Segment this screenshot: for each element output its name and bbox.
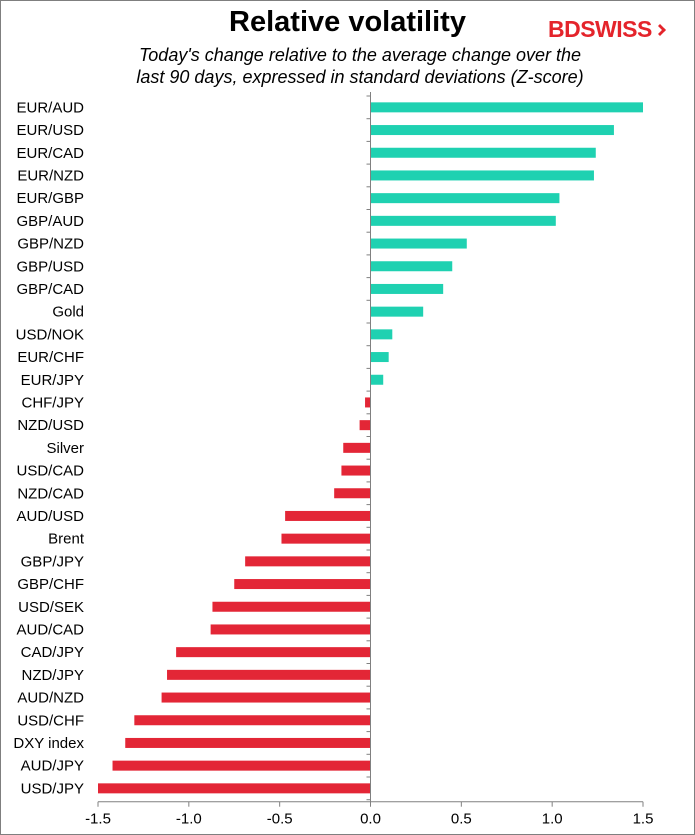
axis-group: -1.5 -1.0 -0.5 0.0 0.5 1.0 1.5 xyxy=(85,92,653,828)
chart-title: Relative volatility xyxy=(229,6,466,38)
category-label: EUR/CHF xyxy=(17,349,84,366)
bar-usd-jpy xyxy=(98,783,371,794)
bar-gbp-chf xyxy=(234,579,371,590)
brand-logo-text: BDSWISS xyxy=(548,16,652,42)
bar-brent xyxy=(281,533,371,544)
x-tick-label: -0.5 xyxy=(267,811,293,828)
x-tick-label: 0.0 xyxy=(360,811,381,828)
category-label: NZD/JPY xyxy=(21,667,84,684)
subtitle-line-1: Today's change relative to the average c… xyxy=(138,45,582,65)
category-label: EUR/USD xyxy=(16,122,84,139)
bar-usd-nok xyxy=(370,329,393,340)
bar-gbp-aud xyxy=(370,215,556,226)
category-label: USD/JPY xyxy=(21,780,84,797)
chart-subtitle: Today's change relative to the average c… xyxy=(60,44,660,88)
x-tick-label: 0.5 xyxy=(451,811,472,828)
brand-logo: BDSWISS xyxy=(548,16,666,43)
category-label: USD/CAD xyxy=(16,463,84,480)
category-label: EUR/CAD xyxy=(16,145,84,162)
x-tick-label: 1.5 xyxy=(633,811,654,828)
category-label: GBP/CHF xyxy=(17,576,84,593)
bar-gbp-jpy xyxy=(245,556,371,567)
bar-gbp-nzd xyxy=(370,238,467,249)
bar-eur-jpy xyxy=(370,374,384,385)
category-label: USD/SEK xyxy=(18,599,84,616)
bar-gbp-cad xyxy=(370,283,444,294)
bar-cad-jpy xyxy=(176,647,371,658)
category-label: GBP/NZD xyxy=(17,236,84,253)
category-label: AUD/USD xyxy=(16,508,84,525)
bar-aud-cad xyxy=(210,624,371,635)
x-tick-label: 1.0 xyxy=(542,811,563,828)
bar-aud-jpy xyxy=(112,760,371,771)
bar-nzd-cad xyxy=(334,488,371,499)
category-label: GBP/CAD xyxy=(16,281,84,298)
bar-usd-cad xyxy=(341,465,371,476)
x-tick-label: -1.0 xyxy=(176,811,202,828)
bar-dxy-index xyxy=(125,737,371,748)
category-label: AUD/JPY xyxy=(21,758,84,775)
category-label: GBP/JPY xyxy=(21,553,84,570)
category-label: DXY index xyxy=(13,735,84,752)
bar-gold xyxy=(370,306,424,317)
bars-group xyxy=(98,102,643,794)
category-label: USD/CHF xyxy=(17,712,84,729)
category-label: USD/NOK xyxy=(16,326,84,343)
category-label: GBP/AUD xyxy=(16,213,84,230)
category-label: Silver xyxy=(46,440,84,457)
category-label: Gold xyxy=(52,304,84,321)
bar-aud-nzd xyxy=(161,692,371,703)
category-label: EUR/GBP xyxy=(16,190,84,207)
category-label: CAD/JPY xyxy=(21,644,84,661)
bar-eur-cad xyxy=(370,147,596,158)
bar-eur-aud xyxy=(370,102,643,113)
category-label: EUR/AUD xyxy=(16,99,84,116)
category-label: NZD/USD xyxy=(17,417,84,434)
bar-nzd-usd xyxy=(359,420,371,431)
category-label: GBP/USD xyxy=(16,258,84,275)
category-label: CHF/JPY xyxy=(21,394,84,411)
bar-eur-nzd xyxy=(370,170,594,181)
category-label: EUR/JPY xyxy=(21,372,84,389)
category-label: NZD/CAD xyxy=(17,485,84,502)
bar-eur-usd xyxy=(370,125,614,136)
subtitle-line-2: last 90 days, expressed in standard devi… xyxy=(136,67,584,87)
category-label: Brent xyxy=(48,531,85,548)
bar-eur-chf xyxy=(370,352,389,363)
bar-chf-jpy xyxy=(365,397,371,408)
category-label: EUR/NZD xyxy=(17,167,84,184)
bar-silver xyxy=(343,442,371,453)
category-label: AUD/NZD xyxy=(17,690,84,707)
bar-usd-sek xyxy=(212,601,371,612)
bar-gbp-usd xyxy=(370,261,453,272)
bar-aud-usd xyxy=(285,510,371,521)
category-labels-group: EUR/AUD EUR/USD EUR/CAD EUR/NZD EUR/GBP GBP/A… xyxy=(13,99,84,797)
category-label: AUD/CAD xyxy=(16,621,84,638)
bar-nzd-jpy xyxy=(167,669,371,680)
bar-usd-chf xyxy=(134,715,371,726)
bar-eur-gbp xyxy=(370,193,560,204)
x-tick-label: -1.5 xyxy=(85,811,111,828)
